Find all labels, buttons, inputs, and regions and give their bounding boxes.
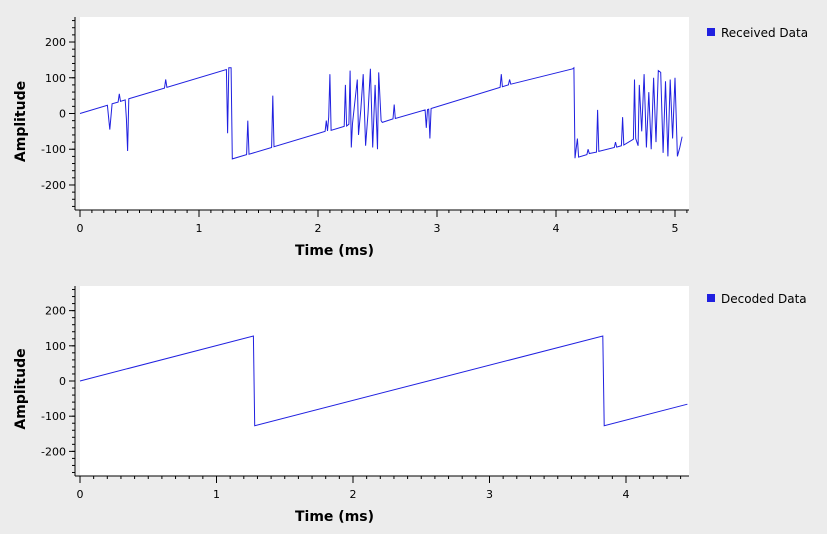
y-tick-label: 0 (59, 375, 66, 388)
received-data-plot: 200 100 0 -100 -200 0 1 2 3 4 5 Time (ms) Amplitude R… (13, 17, 808, 259)
y-tick-label: 100 (45, 340, 66, 353)
legend-label: Decoded Data (721, 292, 807, 306)
plot-area (80, 286, 689, 476)
x-tick-label: 4 (553, 222, 560, 235)
series-line (79, 66, 683, 160)
x-tick-label: 3 (486, 488, 493, 501)
x-tick-label: 4 (623, 488, 630, 501)
y-tick-label: -100 (41, 143, 66, 156)
decoded-data-plot: 200 100 0 -100 -200 0 1 2 3 4 Time (ms) Amplitude De… (13, 286, 807, 525)
y-tick-label: 100 (45, 72, 66, 85)
y-tick-label: -200 (41, 179, 66, 192)
x-tick-label: 3 (434, 222, 441, 235)
legend-swatch (707, 28, 715, 36)
x-tick-label: 5 (672, 222, 679, 235)
x-axis-label: Time (ms) (295, 243, 374, 259)
x-tick-label: 2 (315, 222, 322, 235)
x-axis-label: Time (ms) (295, 509, 374, 525)
x-tick-label: 2 (350, 488, 357, 501)
y-tick-label: 200 (45, 305, 66, 318)
y-axis-label: Amplitude (13, 348, 29, 429)
x-tick-label: 0 (77, 488, 84, 501)
legend-label: Received Data (721, 26, 808, 40)
y-tick-label: -100 (41, 410, 66, 423)
y-tick-label: 0 (59, 108, 66, 121)
y-tick-label: 200 (45, 36, 66, 49)
x-tick-label: 1 (196, 222, 203, 235)
legend-swatch (707, 294, 715, 302)
x-tick-label: 0 (77, 222, 84, 235)
plot-area (80, 17, 689, 210)
x-tick-label: 1 (213, 488, 220, 501)
y-axis-label: Amplitude (13, 81, 29, 162)
series-line (79, 335, 688, 427)
y-tick-label: -200 (41, 445, 66, 458)
